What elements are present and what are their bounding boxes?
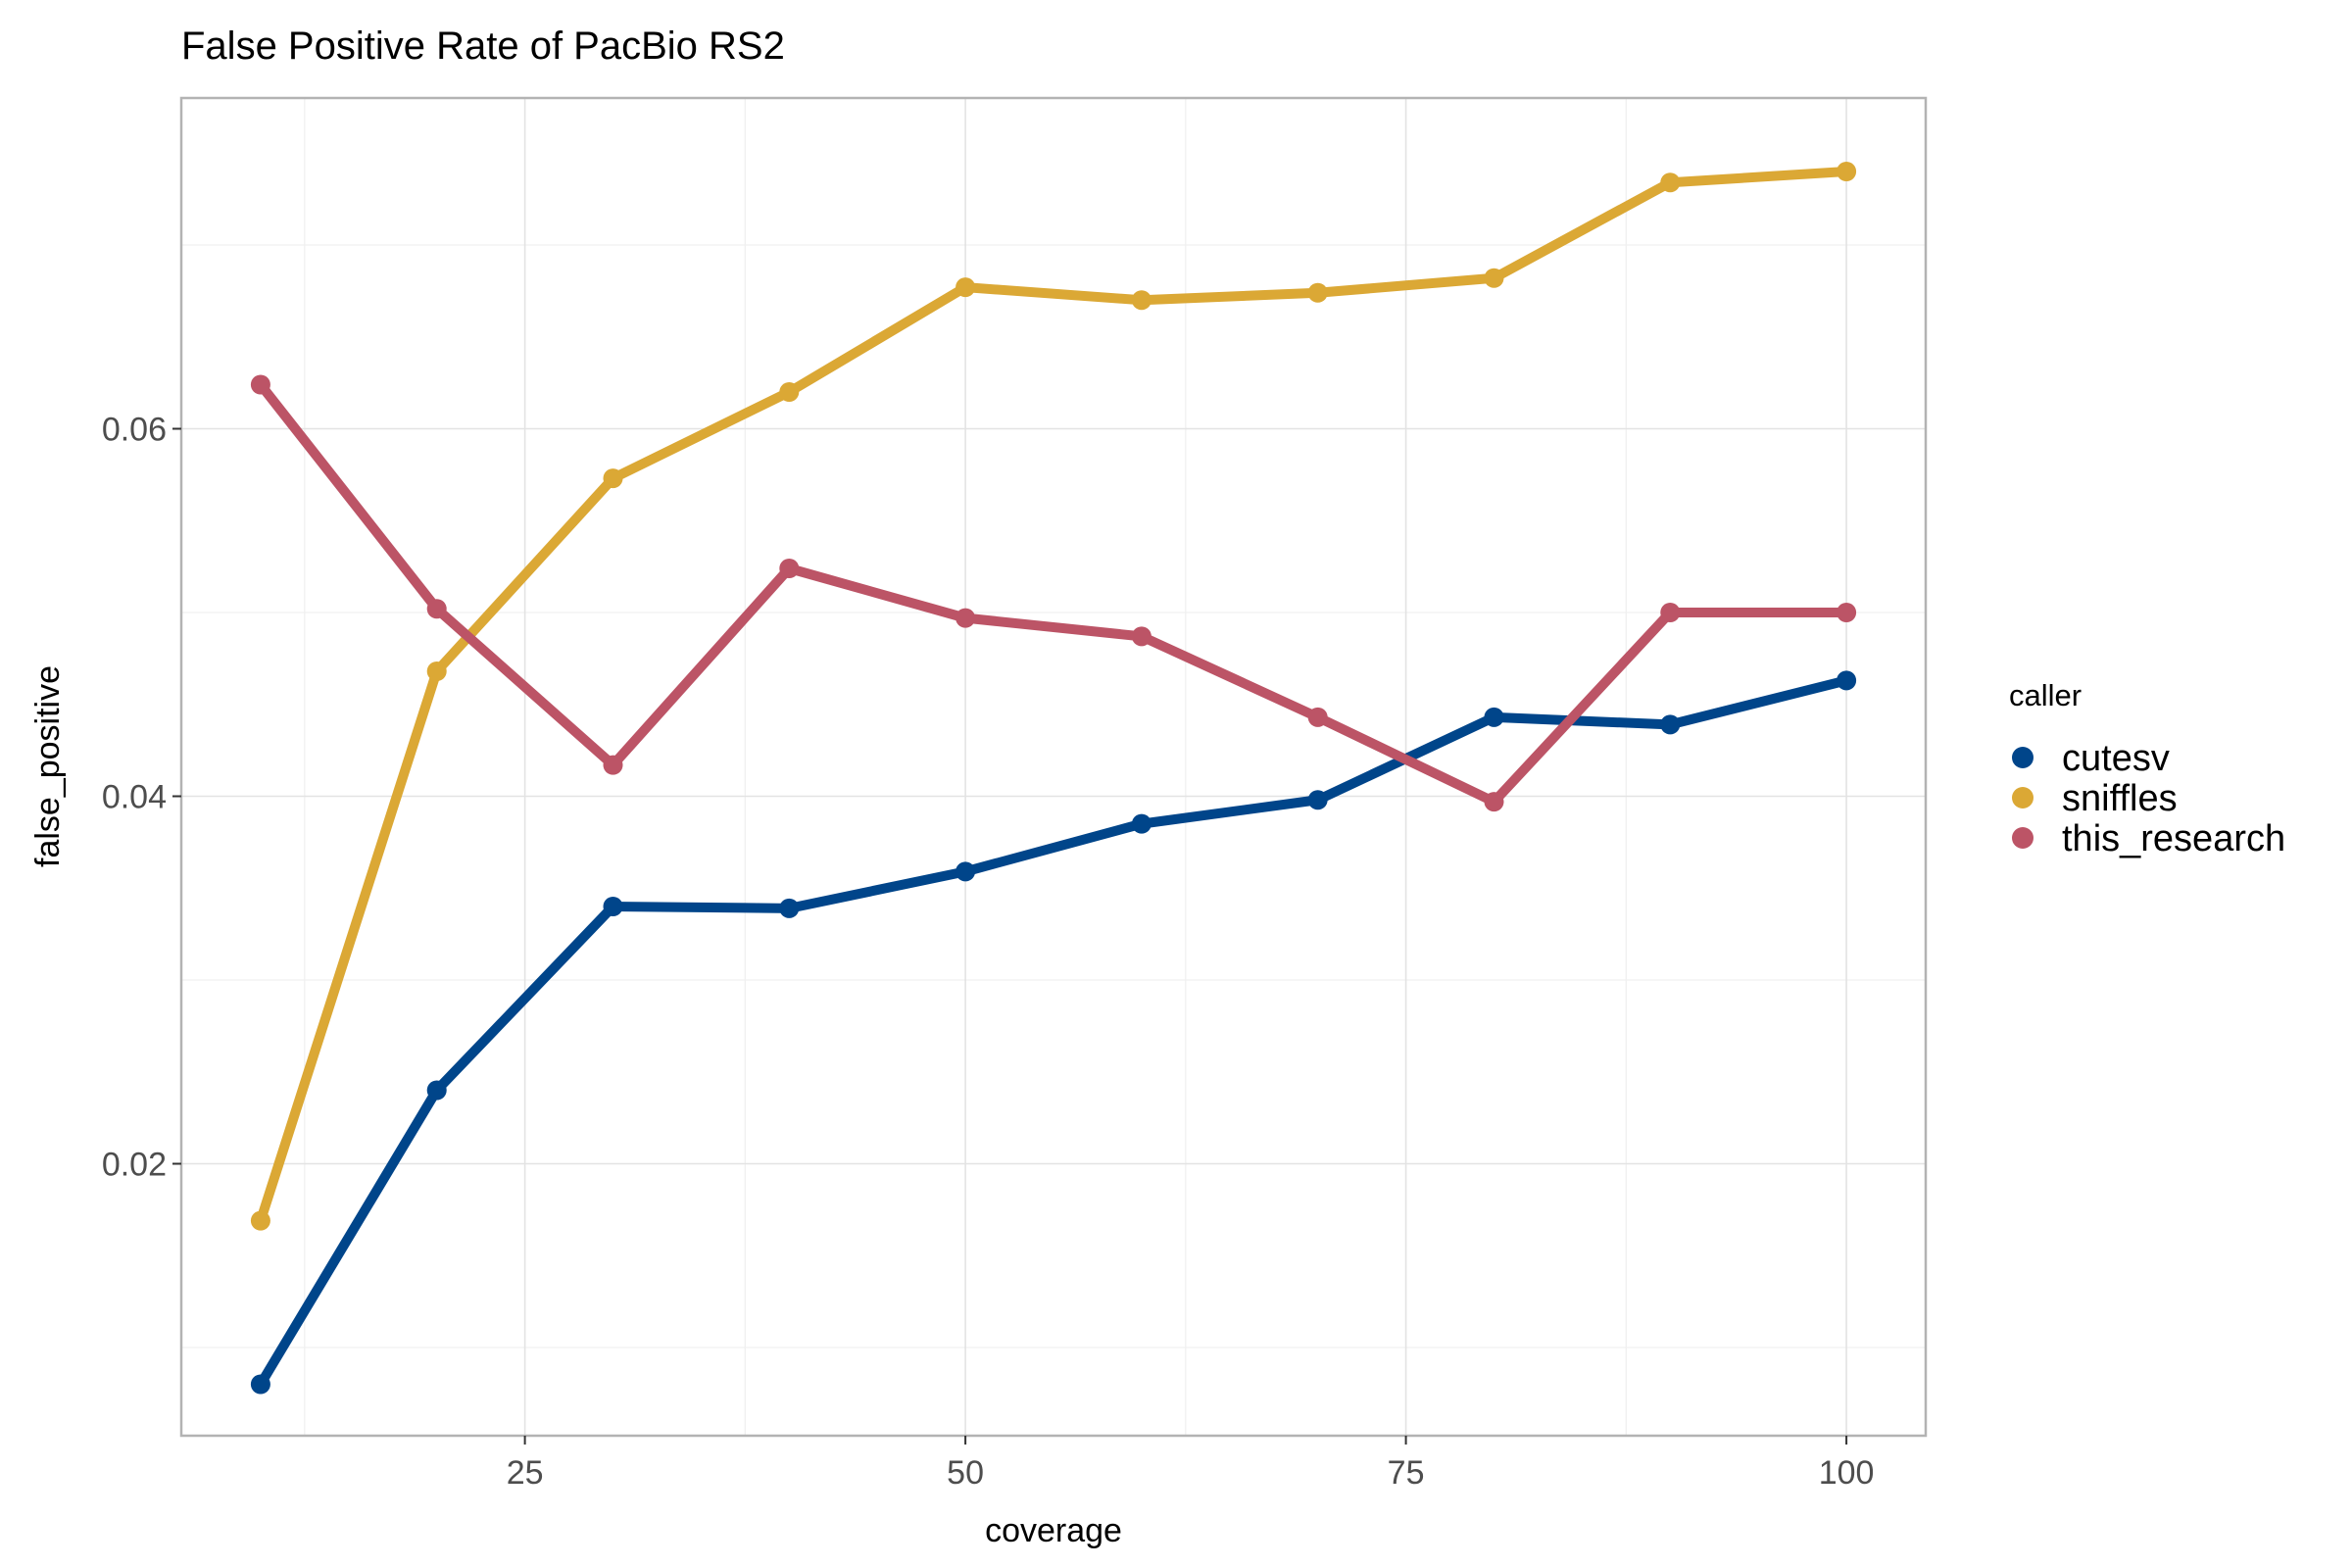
legend-key-cutesv — [2012, 747, 2034, 768]
data-point-sniffles — [1660, 172, 1681, 193]
y-tick-label: 0.06 — [102, 412, 167, 449]
data-point-cutesv — [603, 897, 623, 916]
x-tick-label: 25 — [507, 1454, 544, 1492]
data-point-this_research — [1660, 603, 1681, 622]
y-tick-label: 0.04 — [102, 779, 167, 816]
data-point-cutesv — [956, 861, 976, 882]
legend-label-this_research: this_research — [2062, 818, 2285, 859]
series-line-cutesv — [255, 675, 1852, 1390]
data-point-this_research — [956, 608, 976, 628]
data-point-cutesv — [1837, 670, 1857, 691]
legend-label-cutesv: cutesv — [2062, 738, 2170, 779]
data-point-cutesv — [426, 1080, 447, 1101]
data-point-sniffles — [426, 662, 447, 681]
chart-title: False Positive Rate of PacBio RS2 — [181, 24, 785, 68]
legend-title: caller — [2009, 678, 2082, 712]
data-point-cutesv — [250, 1374, 270, 1395]
data-point-this_research — [1307, 707, 1328, 727]
series-line-this_research — [255, 379, 1852, 808]
data-point-sniffles — [1837, 162, 1857, 181]
x-axis-title: coverage — [985, 1512, 1122, 1549]
data-point-cutesv — [1131, 813, 1152, 834]
y-tick-label: 0.02 — [102, 1147, 167, 1184]
data-point-this_research — [779, 559, 800, 578]
data-point-cutesv — [1484, 707, 1504, 727]
data-point-cutesv — [1660, 714, 1681, 735]
data-point-this_research — [1131, 626, 1152, 647]
x-axis-ticks: 25 50 75 100 — [507, 1436, 1875, 1492]
data-point-this_research — [1484, 792, 1504, 812]
data-point-cutesv — [779, 898, 800, 918]
series-points — [250, 162, 1857, 1395]
legend-key-this_research — [2012, 827, 2034, 849]
data-point-sniffles — [603, 468, 623, 489]
legend-key-sniffles — [2012, 787, 2034, 808]
data-point-sniffles — [1131, 290, 1152, 311]
data-point-sniffles — [779, 382, 800, 402]
data-point-this_research — [426, 599, 447, 619]
y-axis-title: false_positive — [29, 665, 67, 867]
grid-major — [181, 98, 1926, 1436]
plot-border — [179, 96, 1928, 1438]
series-line-sniffles — [255, 167, 1852, 1226]
x-tick-label: 50 — [947, 1454, 984, 1492]
data-point-sniffles — [250, 1210, 270, 1231]
x-tick-label: 75 — [1388, 1454, 1425, 1492]
data-point-sniffles — [956, 277, 976, 298]
legend-label-sniffles: sniffles — [2062, 778, 2178, 819]
data-point-cutesv — [1307, 790, 1328, 810]
grid-minor — [181, 98, 1926, 1436]
data-point-this_research — [250, 374, 270, 395]
data-point-this_research — [603, 755, 623, 775]
data-point-sniffles — [1484, 268, 1504, 288]
data-point-sniffles — [1307, 282, 1328, 303]
plot-background — [181, 98, 1926, 1436]
data-point-this_research — [1837, 603, 1857, 622]
x-tick-label: 100 — [1819, 1454, 1875, 1492]
series-lines — [255, 167, 1852, 1390]
y-axis-ticks: 0.02 0.04 0.06 — [102, 412, 181, 1184]
